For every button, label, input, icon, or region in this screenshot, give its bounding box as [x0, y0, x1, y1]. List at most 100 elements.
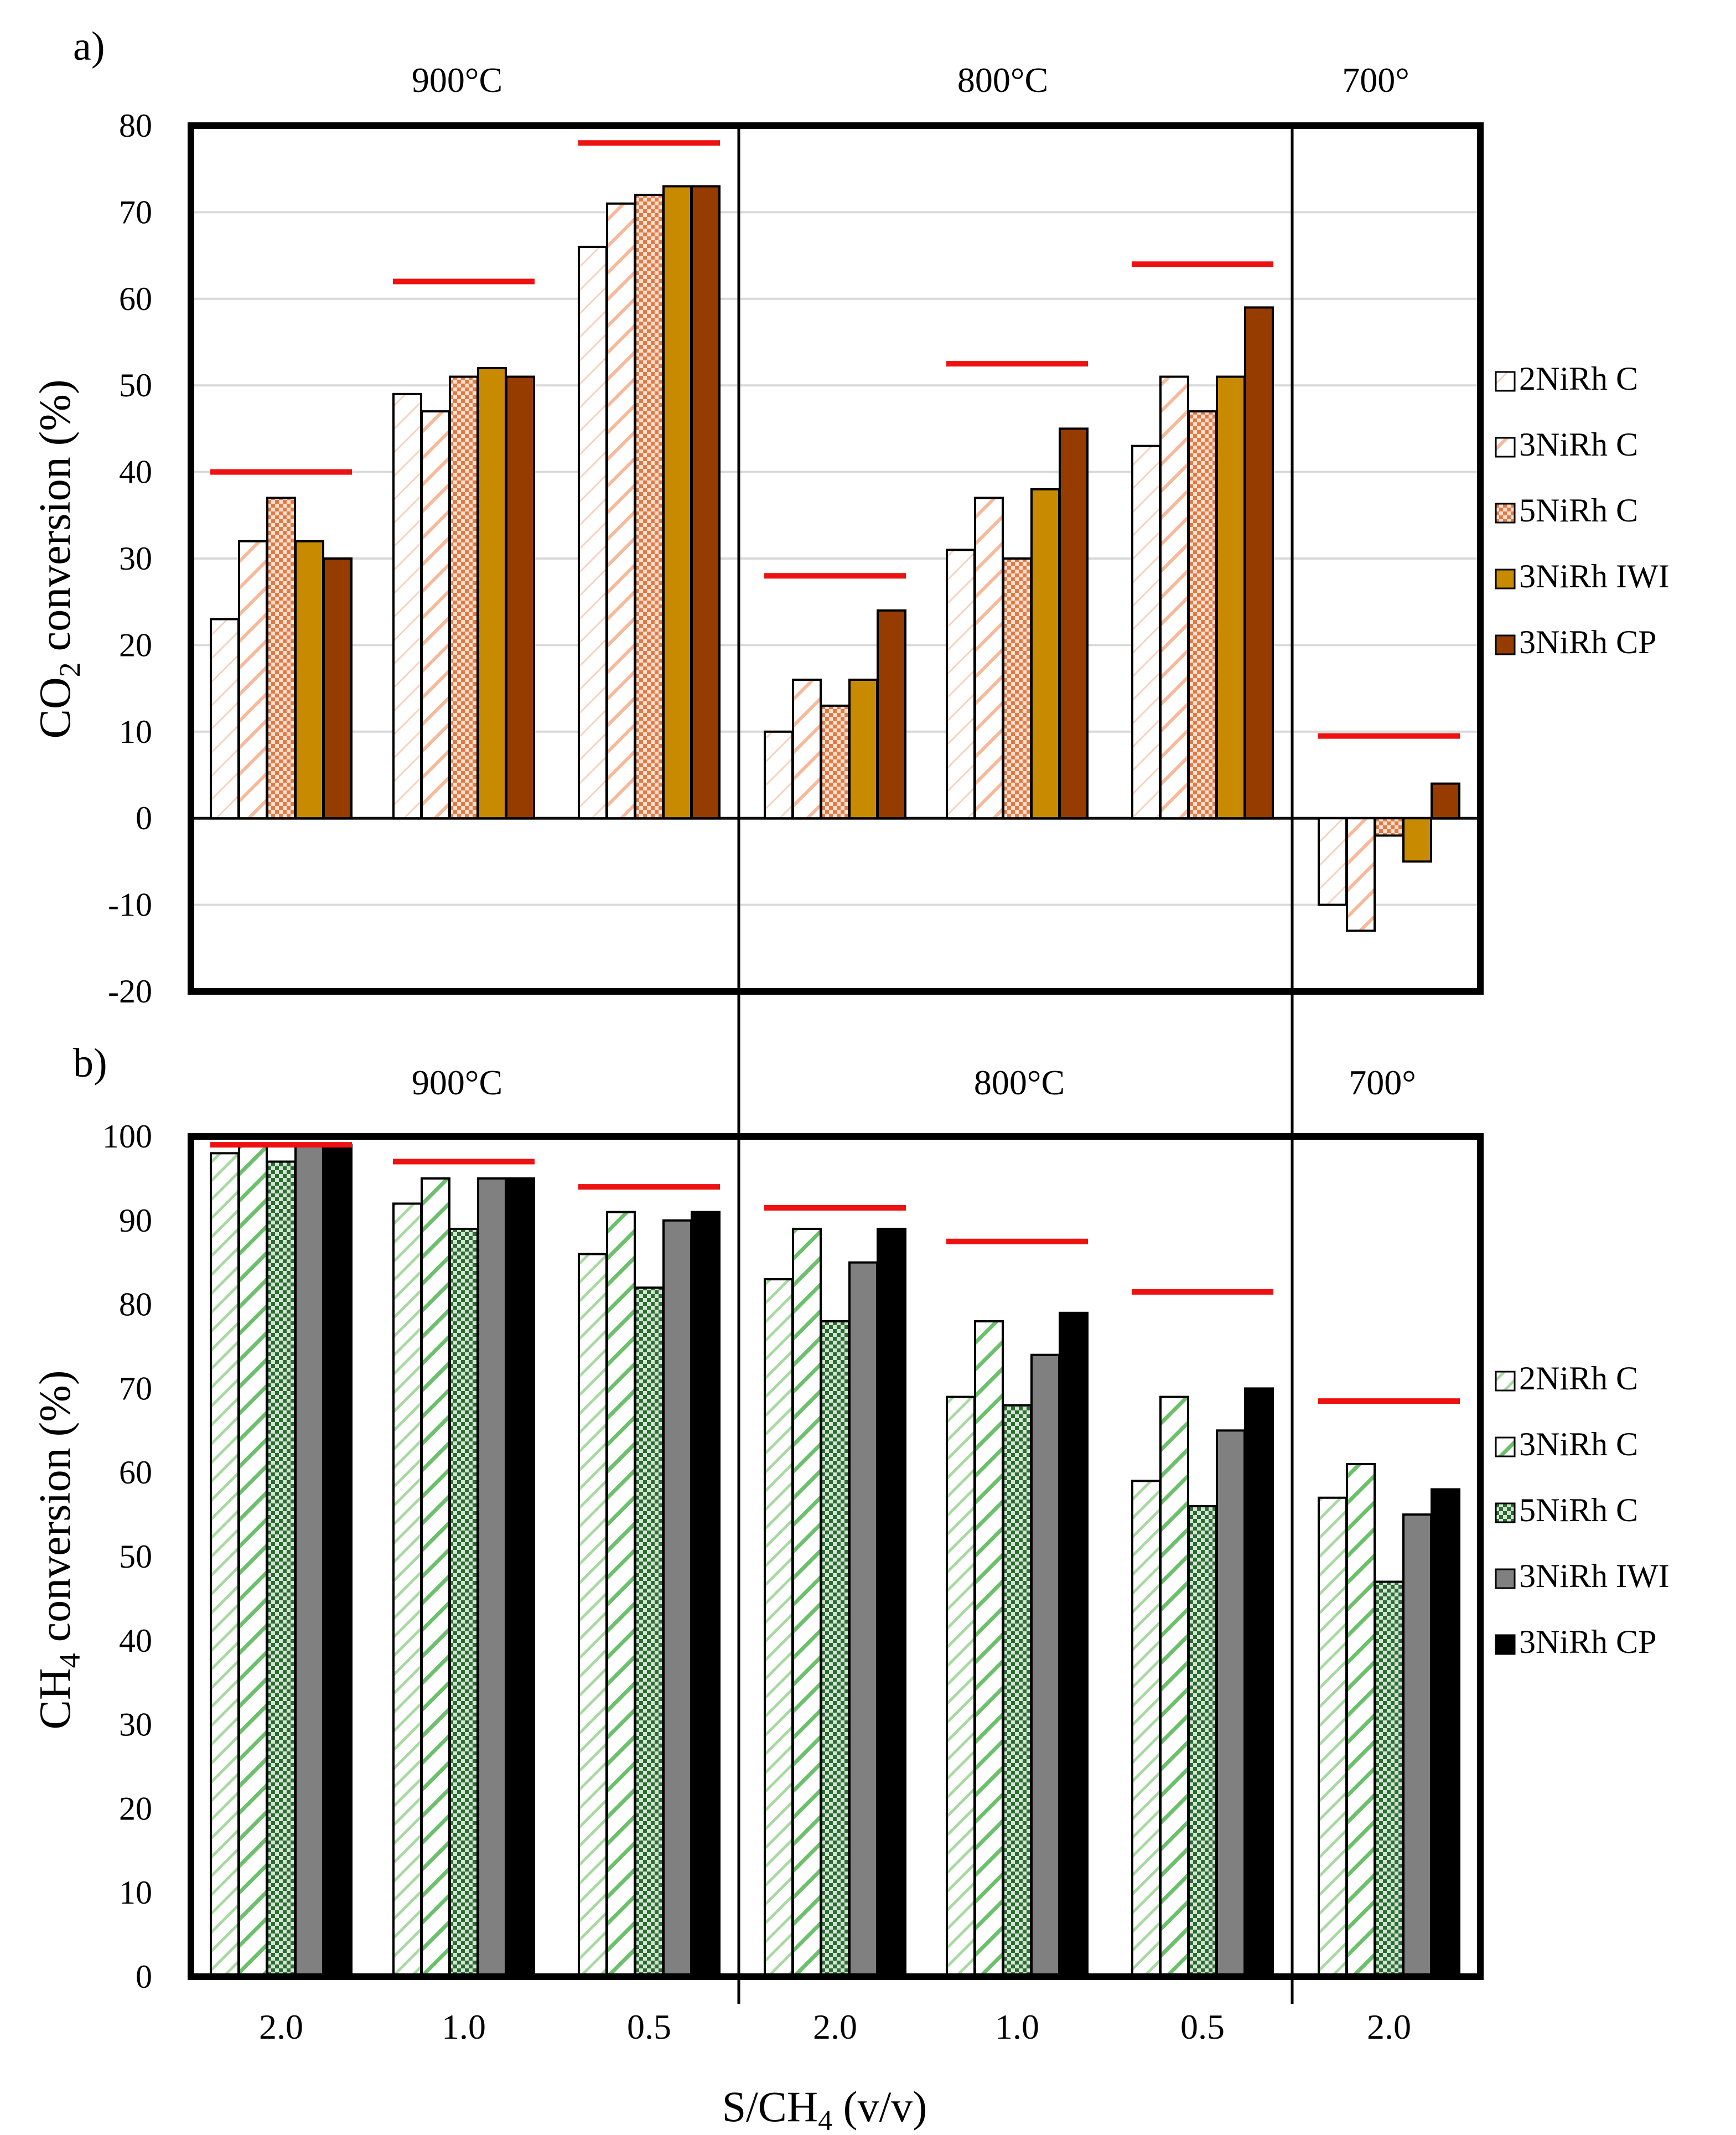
bar-5nirh-c — [634, 1286, 664, 1978]
y-tick-label: 0 — [136, 800, 152, 836]
temp-label-800-b: 800°C — [974, 1063, 1065, 1102]
bar-3nirh-c — [1346, 1463, 1376, 1978]
bar-3nirh-cp — [691, 185, 721, 820]
legend-swatch — [1495, 437, 1516, 458]
y-tick-label: 80 — [119, 1286, 152, 1323]
bar-5nirh-c — [1374, 817, 1404, 837]
legend-label: 2NiRh C — [1519, 360, 1638, 397]
legend-swatch — [1495, 634, 1516, 655]
bar-5nirh-c — [266, 1160, 296, 1978]
bar-3nirh-iwi — [1216, 1429, 1246, 1978]
bar-3nirh-iwi — [848, 1261, 878, 1978]
y-tick-label: 40 — [119, 1622, 152, 1659]
y-tick-label: 70 — [119, 1370, 152, 1407]
x-tick-label: 2.0 — [813, 2007, 857, 2046]
bar-2nirh-c — [1131, 1480, 1161, 1978]
bar-3nirh-c — [606, 1211, 636, 1978]
panel-b-y-tick-labels: 0 10 20 30 40 50 60 70 80 90 100 — [102, 1118, 152, 1995]
panel-b-label: b) — [73, 1041, 107, 1086]
x-tick-label: 0.5 — [627, 2007, 671, 2046]
legend-label: 3NiRh CP — [1519, 624, 1656, 660]
legend-label: 3NiRh CP — [1519, 1624, 1656, 1660]
panel-a-label: a) — [73, 24, 105, 69]
panel-b-temperature-labels: 900°C 800°C 700° — [412, 1063, 1416, 1102]
y-tick-label: 60 — [119, 281, 152, 317]
bar-3nirh-iwi — [1030, 1353, 1060, 1978]
panel-a-frame — [188, 122, 1484, 995]
bar-3nirh-cp — [1059, 427, 1089, 820]
y-tick-label: 30 — [119, 540, 152, 577]
bar-3nirh-cp — [691, 1211, 721, 1978]
panel-b-bars — [191, 1144, 1480, 1978]
bar-3nirh-cp — [505, 375, 535, 820]
y-tick-label: 10 — [119, 1874, 152, 1911]
bar-2nirh-c — [578, 1253, 608, 1978]
bar-2nirh-c — [946, 1395, 976, 1978]
bar-2nirh-c — [210, 1152, 240, 1978]
legend-label: 5NiRh C — [1519, 492, 1638, 529]
bar-3nirh-cp — [1431, 782, 1460, 820]
legend-swatch — [1495, 1502, 1516, 1523]
panel-b-ch4: b) 0 10 20 30 40 50 60 70 80 90 100 2.0 1.0 0.5 2.0 1.… — [31, 1041, 1670, 2135]
bar-5nirh-c — [1188, 1505, 1217, 1978]
bar-3nirh-cp — [323, 557, 353, 820]
panel-b-legend: 2NiRh C 3NiRh C 5NiRh C 3NiRh IWI 3NiRh CP — [1495, 1360, 1670, 1660]
bar-2nirh-c — [578, 245, 608, 820]
y-tick-label: -10 — [108, 887, 152, 923]
temp-label-700-b: 700° — [1349, 1063, 1416, 1102]
bar-3nirh-cp — [1059, 1311, 1089, 1978]
x-tick-label: 1.0 — [995, 2007, 1039, 2046]
bar-3nirh-iwi — [1402, 1513, 1432, 1978]
bar-3nirh-iwi — [1402, 817, 1432, 863]
bar-2nirh-c — [210, 618, 240, 820]
panel-a-bars — [210, 185, 1460, 932]
panel-a-y-tick-labels: -20 -10 0 10 20 30 40 50 60 70 80 — [108, 107, 152, 1010]
y-tick-label: 90 — [119, 1202, 152, 1239]
panel-a-y-axis-label: CO2 conversion (%) — [31, 379, 86, 738]
x-tick-label: 2.0 — [259, 2007, 303, 2046]
y-tick-label: -20 — [108, 973, 152, 1010]
bar-3nirh-c — [974, 1320, 1004, 1978]
panel-b-y-axis-label: CH4 conversion (%) — [31, 1370, 86, 1729]
bar-5nirh-c — [634, 194, 664, 820]
panel-a-temperature-labels: 900°C 800°C 700° — [412, 60, 1409, 100]
legend-label: 2NiRh C — [1519, 1360, 1638, 1397]
bar-3nirh-iwi — [1216, 375, 1246, 820]
legend-swatch — [1495, 1436, 1516, 1457]
y-tick-label: 20 — [119, 627, 152, 663]
temp-label-700-a: 700° — [1342, 60, 1409, 100]
bar-5nirh-c — [820, 1320, 850, 1978]
x-tick-label: 2.0 — [1367, 2007, 1411, 2046]
bar-3nirh-iwi — [1030, 488, 1060, 820]
legend-swatch — [1495, 1634, 1516, 1655]
bar-5nirh-c — [449, 375, 479, 820]
y-tick-label: 50 — [119, 1538, 152, 1575]
temp-label-900-a: 900°C — [412, 60, 502, 100]
y-tick-label: 80 — [119, 107, 152, 144]
bar-5nirh-c — [1374, 1580, 1404, 1978]
bar-3nirh-cp — [877, 609, 906, 820]
bar-3nirh-iwi — [477, 1177, 507, 1978]
bar-3nirh-c — [1159, 1395, 1189, 1978]
y-tick-label: 40 — [119, 454, 152, 490]
bar-3nirh-iwi — [662, 1219, 692, 1978]
bar-3nirh-c — [238, 540, 268, 820]
panel-b-equilibrium-lines — [210, 1142, 1460, 1404]
y-tick-label: 0 — [136, 1958, 152, 1995]
x-axis-label: S/CH4 (v/v) — [722, 2082, 927, 2135]
bar-3nirh-cp — [505, 1177, 535, 1978]
bar-3nirh-cp — [323, 1144, 353, 1978]
x-tick-label: 1.0 — [442, 2007, 486, 2046]
bar-5nirh-c — [1188, 410, 1217, 820]
bar-3nirh-iwi — [294, 1144, 324, 1978]
legend-swatch — [1495, 1568, 1516, 1589]
bar-3nirh-c — [792, 1227, 822, 1978]
bar-5nirh-c — [1002, 1404, 1032, 1978]
y-tick-label: 60 — [119, 1454, 152, 1491]
y-tick-label: 50 — [119, 367, 152, 404]
panel-b-x-tick-labels: 2.0 1.0 0.5 2.0 1.0 0.5 2.0 — [259, 2007, 1411, 2046]
bar-2nirh-c — [764, 1278, 794, 1978]
bar-5nirh-c — [266, 497, 296, 820]
legend-label: 3NiRh IWI — [1519, 558, 1670, 595]
